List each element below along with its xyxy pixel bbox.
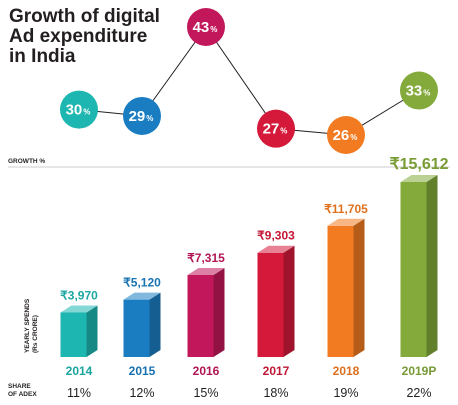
share-label-line: OF ADEX — [8, 391, 37, 398]
bar-top — [123, 292, 161, 300]
bar — [257, 245, 295, 357]
share-value: 12% — [129, 386, 154, 400]
growth-circles: 30% 29%43%27% 26%33% — [60, 8, 438, 154]
share-values: 11% 12% 15% 18% 19% 22% — [67, 386, 432, 400]
growth-value: 26% — [333, 127, 358, 144]
growth-unit: % — [210, 25, 217, 34]
growth-circle — [187, 8, 225, 46]
chart-title-line: Ad expenditure — [9, 26, 147, 47]
share-value: 22% — [406, 386, 431, 400]
growth-circle — [123, 96, 161, 135]
year-label: 2018 — [333, 364, 360, 378]
bars — [60, 175, 438, 357]
growth-number: 29 — [129, 108, 146, 125]
bar-top — [257, 245, 295, 253]
growth-axis-label: GROWTH % — [8, 158, 45, 165]
growth-number: 43 — [193, 19, 210, 36]
chart-title-line: Growth of digital — [9, 6, 160, 27]
value-label: ₹9,303 — [257, 229, 295, 243]
growth-circle — [60, 90, 98, 129]
year-labels: 2014 2015 2016 2017 2018 2019P — [66, 364, 437, 378]
bar-front — [327, 225, 354, 357]
bar-top — [60, 305, 98, 313]
bar-top — [400, 175, 438, 182]
growth-marker: 29% — [123, 96, 161, 135]
growth-value: 43% — [193, 19, 218, 36]
bar — [60, 305, 98, 357]
bar-front — [123, 299, 150, 357]
growth-circle — [327, 116, 365, 154]
growth-number: 27 — [263, 121, 280, 138]
year-label: 2016 — [193, 364, 220, 378]
bar — [187, 268, 225, 357]
bar — [327, 218, 365, 357]
bar-top — [187, 268, 225, 276]
growth-circle — [400, 71, 438, 110]
y-axis-label-line: (Rs CRORE) — [32, 315, 39, 353]
bar-side — [426, 175, 438, 357]
bar-side — [149, 292, 161, 357]
growth-circle — [257, 109, 295, 148]
bar-side — [213, 268, 225, 357]
year-label: 2015 — [129, 364, 156, 378]
growth-value: 27% — [263, 121, 288, 138]
growth-value: 30% — [66, 102, 91, 119]
value-label: ₹3,970 — [60, 288, 98, 302]
bar-front — [60, 312, 87, 357]
growth-unit: % — [83, 108, 90, 117]
growth-number: 33 — [406, 83, 423, 100]
growth-unit: % — [146, 114, 153, 123]
growth-marker: 30% — [60, 90, 98, 129]
growth-number: 30 — [66, 102, 83, 119]
growth-marker: 43% — [187, 8, 225, 46]
value-label: ₹7,315 — [187, 251, 225, 265]
growth-unit: % — [350, 133, 357, 142]
share-value: 11% — [67, 386, 91, 400]
bar-top — [327, 218, 365, 226]
bar — [123, 292, 161, 357]
growth-unit: % — [423, 89, 430, 98]
growth-marker: 33% — [400, 71, 438, 110]
bar-side — [283, 245, 295, 357]
share-value: 15% — [193, 386, 218, 400]
growth-value: 29% — [129, 108, 154, 125]
growth-value: 33% — [406, 83, 431, 100]
chart-title-line: in India — [9, 46, 76, 67]
y-axis-label-line: YEARLY SPENDS — [24, 298, 31, 353]
growth-number: 26 — [333, 127, 350, 144]
year-label: 2017 — [263, 364, 290, 378]
value-label: ₹15,612 — [389, 156, 448, 173]
share-value: 18% — [263, 386, 288, 400]
growth-marker: 27% — [257, 109, 295, 148]
bar — [400, 175, 438, 357]
value-labels: ₹3,970 ₹5,120 ₹7,315 ₹9,303 ₹11,705 ₹15,612 — [60, 156, 448, 302]
growth-marker: 26% — [327, 116, 365, 154]
bar-front — [257, 252, 284, 357]
y-axis-label: YEARLY SPENDS (Rs CRORE) — [24, 298, 39, 353]
share-value: 19% — [333, 386, 358, 400]
share-label-line: SHARE — [8, 383, 31, 390]
bar-side — [353, 218, 365, 357]
growth-unit: % — [280, 127, 287, 136]
value-label: ₹5,120 — [123, 276, 161, 290]
year-label: 2019P — [402, 364, 437, 378]
bar-front — [400, 182, 427, 357]
bar-side — [86, 305, 98, 357]
year-label: 2014 — [66, 364, 93, 378]
bar-front — [187, 275, 214, 357]
value-label: ₹11,705 — [324, 202, 368, 216]
